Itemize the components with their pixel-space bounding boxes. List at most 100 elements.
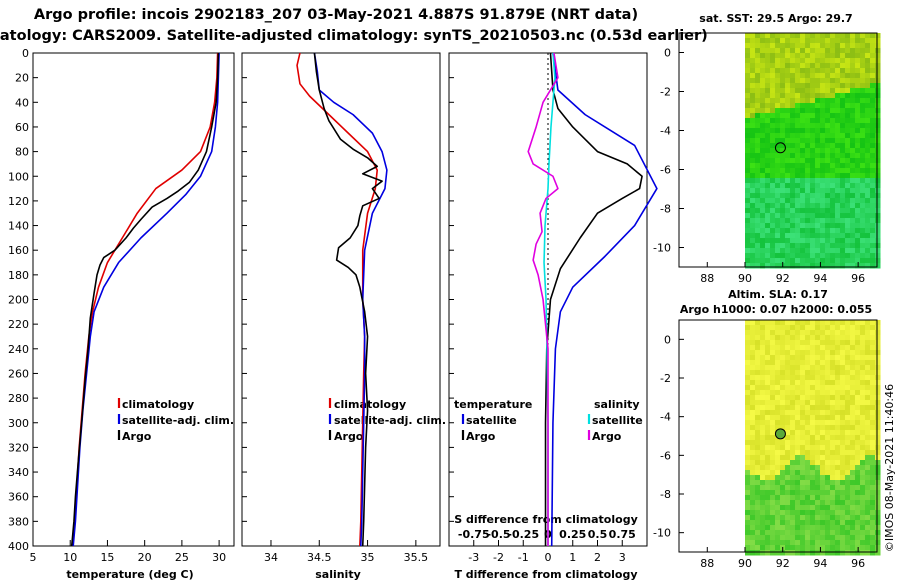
- sla-heat-cell: [765, 535, 771, 541]
- sla-heat-cell: [760, 545, 766, 551]
- sla-heat-cell: [750, 355, 756, 361]
- sst-heat-cell: [830, 203, 836, 209]
- sla-heat-cell: [770, 375, 776, 381]
- sla-heat-cell: [865, 500, 871, 506]
- sla-heat-cell: [840, 480, 846, 486]
- sst-heat-cell: [780, 103, 786, 109]
- sla-heat-cell: [770, 550, 776, 556]
- sla-heat-cell: [785, 385, 791, 391]
- sla-heat-cell: [850, 550, 856, 556]
- sst-heat-cell: [815, 53, 821, 59]
- sla-heat-cell: [855, 505, 861, 511]
- sla-heat-cell: [855, 510, 861, 516]
- sla-heat-cell: [780, 500, 786, 506]
- sla-heat-cell: [750, 475, 756, 481]
- sst-heat-cell: [840, 148, 846, 154]
- sla-heat-cell: [850, 415, 856, 421]
- sla-heat-cell: [850, 490, 856, 496]
- sla-heat-cell: [800, 505, 806, 511]
- sst-heat-cell: [870, 38, 876, 44]
- sla-heat-cell: [845, 410, 851, 416]
- sst-heat-cell: [845, 63, 851, 69]
- sla-heat-cell: [785, 320, 791, 326]
- sla-heat-cell: [800, 465, 806, 471]
- sla-heat-cell: [785, 355, 791, 361]
- sla-heat-cell: [830, 485, 836, 491]
- sst-heat-cell: [825, 163, 831, 169]
- sst-heat-cell: [845, 133, 851, 139]
- sla-heat-cell: [830, 385, 836, 391]
- sla-heat-cell: [745, 525, 751, 531]
- sla-heat-cell: [760, 470, 766, 476]
- sst-heat-cell: [755, 253, 761, 259]
- sla-heat-cell: [795, 320, 801, 326]
- sla-heat-cell: [815, 355, 821, 361]
- sst-heat-cell: [855, 93, 861, 99]
- sst-heat-cell: [845, 198, 851, 204]
- sla-heat-cell: [745, 395, 751, 401]
- sst-heat-cell: [830, 168, 836, 174]
- sst-heat-cell: [790, 203, 796, 209]
- sla-heat-cell: [815, 325, 821, 331]
- sst-heat-cell: [750, 258, 756, 264]
- sla-heat-cell: [830, 380, 836, 386]
- sla-heat-cell: [760, 400, 766, 406]
- sla-heat-cell: [780, 510, 786, 516]
- sst-heat-cell: [785, 188, 791, 194]
- sst-heat-cell: [760, 73, 766, 79]
- sst-heat-cell: [815, 38, 821, 44]
- sla-heat-cell: [770, 500, 776, 506]
- sst-heat-cell: [785, 203, 791, 209]
- legend-title-temperature: temperature: [454, 398, 532, 411]
- sst-heat-cell: [825, 113, 831, 119]
- sst-heat-cell: [845, 243, 851, 249]
- sla-heat-cell: [790, 355, 796, 361]
- sla-heat-cell: [770, 470, 776, 476]
- sst-heat-cell: [775, 103, 781, 109]
- sla-heat-cell: [865, 425, 871, 431]
- sst-heat-cell: [755, 98, 761, 104]
- sla-heat-cell: [795, 515, 801, 521]
- sst-heat-cell: [815, 168, 821, 174]
- sla-heat-cell: [790, 345, 796, 351]
- sst-heat-cell: [780, 68, 786, 74]
- sla-heat-cell: [800, 535, 806, 541]
- sst-heat-cell: [760, 258, 766, 264]
- sst-heat-cell: [770, 233, 776, 239]
- sla-heat-cell: [770, 495, 776, 501]
- sst-heat-cell: [755, 158, 761, 164]
- sla-heat-cell: [790, 455, 796, 461]
- sst-heat-cell: [850, 123, 856, 129]
- sla-heat-cell: [765, 415, 771, 421]
- sla-heat-cell: [855, 425, 861, 431]
- sst-heat-cell: [765, 48, 771, 54]
- sla-heat-cell: [800, 405, 806, 411]
- sst-heat-cell: [855, 183, 861, 189]
- sla-heat-cell: [785, 465, 791, 471]
- sla-heat-cell: [835, 515, 841, 521]
- sla-heat-cell: [750, 485, 756, 491]
- sla-heat-cell: [850, 440, 856, 446]
- sst-xtick-label: 96: [851, 272, 865, 285]
- sst-heat-cell: [820, 43, 826, 49]
- sst-heat-cell: [765, 123, 771, 129]
- sla-heat-cell: [875, 430, 881, 436]
- sst-heat-cell: [765, 43, 771, 49]
- sst-heat-cell: [790, 133, 796, 139]
- sst-heat-cell: [810, 63, 816, 69]
- sst-heat-cell: [795, 158, 801, 164]
- sst-heat-cell: [780, 173, 786, 179]
- sla-map-panel: Altim. SLA: 0.17 Argo h1000: 0.07 h2000:…: [653, 288, 881, 570]
- sla-heat-cell: [810, 510, 816, 516]
- sst-heat-cell: [860, 243, 866, 249]
- sla-heat-cell: [805, 380, 811, 386]
- sst-heat-cell: [815, 123, 821, 129]
- sst-heat-cell: [865, 163, 871, 169]
- sla-heat-cell: [770, 350, 776, 356]
- sla-heat-cell: [845, 420, 851, 426]
- sst-heat-cell: [770, 108, 776, 114]
- sla-heat-cell: [840, 470, 846, 476]
- sst-heat-cell: [805, 88, 811, 94]
- sst-heat-cell: [875, 163, 881, 169]
- sst-heat-cell: [835, 188, 841, 194]
